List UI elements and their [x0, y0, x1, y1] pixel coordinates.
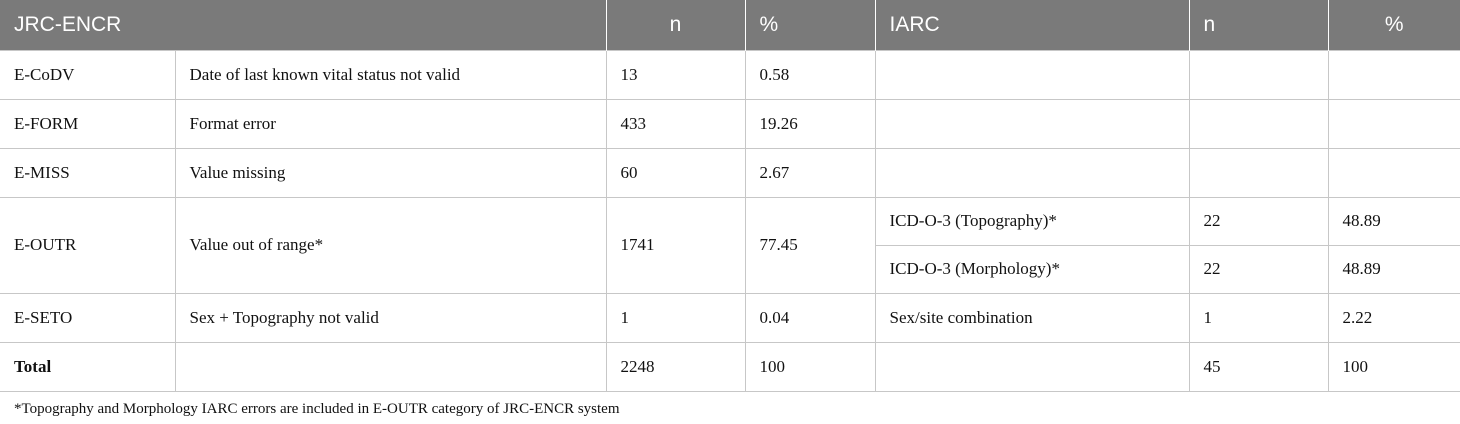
jrc-percent-cell: 19.26 — [744, 98, 876, 149]
jrc-percent-cell: 0.04 — [744, 292, 876, 343]
iarc-category-cell: Sex/site combination — [874, 292, 1190, 343]
jrc-description-cell: Sex + Topography not valid — [174, 292, 607, 343]
jrc-n-cell: 13 — [605, 49, 746, 100]
total-label: Total — [0, 341, 176, 392]
header-n-jrc: n — [606, 0, 746, 50]
jrc-description-cell: Date of last known vital status not vali… — [174, 49, 607, 100]
jrc-code-cell: E-FORM — [0, 98, 176, 149]
iarc-category-cell — [874, 98, 1190, 149]
jrc-n-cell: 1 — [605, 292, 746, 343]
table-header-row: JRC-ENCR n % IARC n % — [0, 0, 1460, 50]
jrc-description-cell: Value out of range* — [174, 196, 607, 294]
table-row: E-MISS Value missing 60 2.67 — [0, 147, 1460, 198]
iarc-percent-cell — [1327, 147, 1460, 198]
iarc-n-cell — [1188, 147, 1329, 198]
jrc-description-cell: Format error — [174, 98, 607, 149]
table-row: E-FORM Format error 433 19.26 — [0, 98, 1460, 149]
header-n-iarc: n — [1189, 0, 1329, 50]
header-percent-jrc: % — [745, 0, 876, 50]
iarc-n-cell: 1 — [1188, 292, 1329, 343]
iarc-percent-total: 100 — [1327, 341, 1460, 392]
jrc-code-cell: E-MISS — [0, 147, 176, 198]
table-row: E-OUTR Value out of range* 1741 77.45 IC… — [0, 196, 1460, 294]
jrc-percent-total: 100 — [744, 341, 876, 392]
iarc-percent-cell — [1327, 98, 1460, 149]
table-row: E-SETO Sex + Topography not valid 1 0.04… — [0, 292, 1460, 343]
jrc-n-cell: 433 — [605, 98, 746, 149]
iarc-n-cell — [1188, 49, 1329, 100]
jrc-percent-cell: 0.58 — [744, 49, 876, 100]
iarc-n-total: 45 — [1188, 341, 1329, 392]
iarc-percent-cell: 2.22 — [1327, 292, 1460, 343]
error-summary-table: JRC-ENCR n % IARC n % E-CoDV Date of las… — [0, 0, 1460, 392]
jrc-code-cell: E-SETO — [0, 292, 176, 343]
jrc-n-cell: 60 — [605, 147, 746, 198]
iarc-category-cell: ICD-O-3 (Morphology)* — [874, 244, 1190, 294]
iarc-category-cell: ICD-O-3 (Topography)* — [874, 196, 1190, 246]
jrc-code-cell: E-OUTR — [0, 196, 176, 294]
table-footnote: *Topography and Morphology IARC errors a… — [14, 401, 620, 417]
jrc-percent-cell: 77.45 — [744, 196, 876, 294]
jrc-n-total: 2248 — [605, 341, 746, 392]
iarc-n-cell: 22 — [1188, 196, 1329, 246]
iarc-n-cell: 22 — [1188, 244, 1329, 294]
iarc-percent-cell: 48.89 — [1327, 244, 1460, 294]
header-jrc-encr: JRC-ENCR — [0, 0, 607, 50]
iarc-category-cell — [874, 341, 1190, 392]
iarc-percent-cell — [1327, 49, 1460, 100]
iarc-percent-cell: 48.89 — [1327, 196, 1460, 246]
iarc-category-cell — [874, 147, 1190, 198]
iarc-category-cell — [874, 49, 1190, 100]
jrc-description-cell: Value missing — [174, 147, 607, 198]
jrc-description-cell — [174, 341, 607, 392]
iarc-n-cell — [1188, 98, 1329, 149]
table-row: E-CoDV Date of last known vital status n… — [0, 49, 1460, 100]
jrc-n-cell: 1741 — [605, 196, 746, 294]
jrc-percent-cell: 2.67 — [744, 147, 876, 198]
header-iarc: IARC — [875, 0, 1190, 50]
header-percent-iarc: % — [1328, 0, 1460, 50]
jrc-code-cell: E-CoDV — [0, 49, 176, 100]
total-row: Total 2248 100 45 100 — [0, 341, 1460, 392]
